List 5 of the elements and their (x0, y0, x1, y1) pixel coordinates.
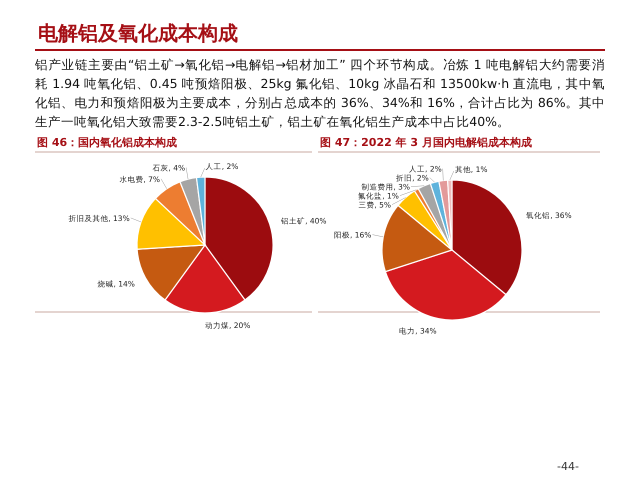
chart-title: 图 46：国内氧化铝成本构成 (37, 136, 178, 149)
text: -44- (557, 460, 579, 473)
chart-title: 图 47：2022 年 3 月国内电解铝成本构成 (320, 136, 532, 149)
text: 电解铝及氧化成本构成 (38, 21, 238, 45)
text: 铝产业链主要由“铝土矿→氧化铝→电解铝→铝材加工” 四个环节构成。冶炼 1 吨电解铝大约需要消耗 1.94 吨氧化铝、0.45 吨预焙阳极、25kg 氟化铝、10kg 冰晶石和 13500kw·h 直流电，其中氧化铝、电力和预焙阳极为主要成本，分别占总成本的 36%、34%和 16%，合计占比为 86%。其中生产一吨氧化铝大致需要2.3-2.5吨铝土矿，铝土矿在氧化铝生产成本中占比40%。 (35, 56, 605, 131)
